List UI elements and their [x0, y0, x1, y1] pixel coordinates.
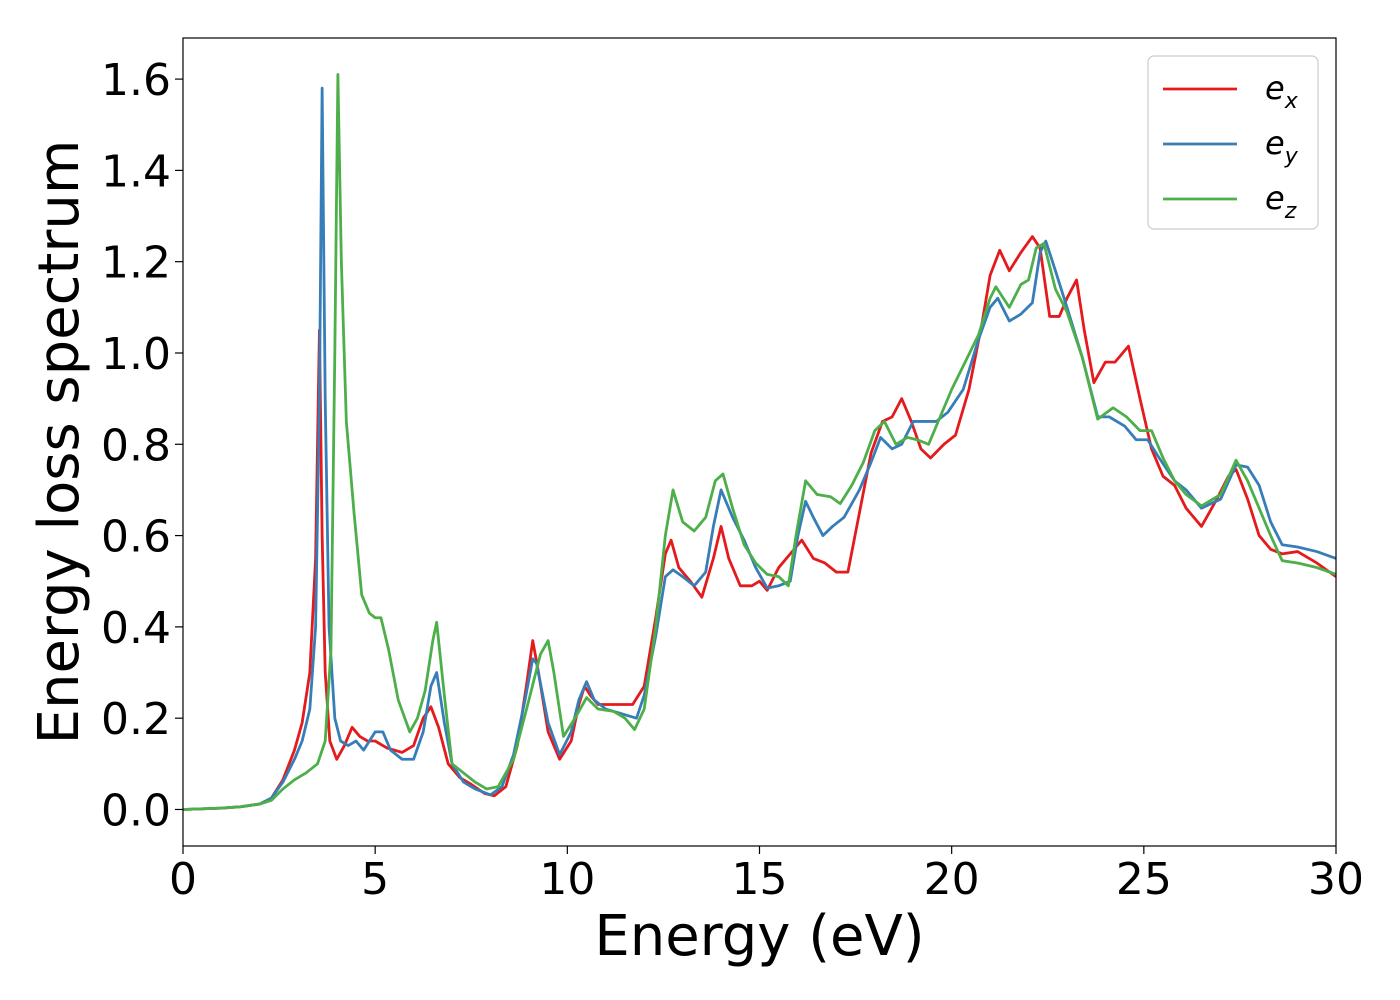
y-tick-label: 0.6: [101, 512, 171, 563]
x-axis-label: Energy (eV): [594, 904, 924, 969]
legend-subscript: z: [1284, 199, 1297, 224]
series-layer: [182, 73, 1337, 811]
y-axis-ticks: 0.0 0.2 0.4 0.6 0.8 1.0 1.2 1.4 1.6: [101, 55, 183, 836]
y-tick-label: 1.6: [101, 55, 171, 106]
x-tick-label: 25: [1116, 854, 1172, 905]
series-line-ez: [182, 73, 1337, 811]
x-tick-label: 0: [169, 854, 197, 905]
y-tick-label: 1.4: [101, 146, 171, 197]
y-axis-label: Energy loss spectrum: [27, 140, 92, 745]
x-tick-label: 30: [1308, 854, 1364, 905]
y-tick-label: 0.8: [101, 420, 171, 471]
x-tick-label: 20: [924, 854, 980, 905]
x-axis-ticks: 0 5 10 15 20 25 30: [169, 846, 1364, 905]
legend-subscript: y: [1284, 144, 1299, 169]
x-tick-label: 5: [361, 854, 389, 905]
y-tick-label: 0.2: [101, 694, 171, 745]
y-tick-label: 0.0: [101, 785, 171, 836]
y-tick-label: 1.2: [101, 238, 171, 289]
legend-subscript: x: [1284, 89, 1299, 114]
y-tick-label: 0.4: [101, 603, 171, 654]
series-line-ex: [182, 235, 1337, 811]
x-tick-label: 15: [732, 854, 788, 905]
y-tick-label: 1.0: [101, 329, 171, 380]
legend-box: [1147, 55, 1319, 230]
x-tick-label: 10: [539, 854, 595, 905]
